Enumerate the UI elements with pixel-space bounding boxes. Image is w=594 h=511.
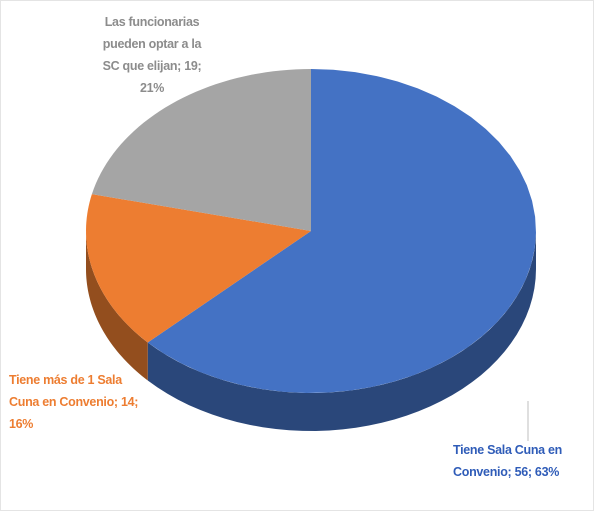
slice-side [147,231,536,431]
data-label: Tiene Sala Cuna en Convenio; 56; 63% [453,443,562,479]
data-label: Las funcionarias pueden optar a la SC qu… [102,15,202,95]
slice [147,69,536,393]
data-label: Tiene más de 1 Sala Cuna en Convenio; 14… [9,373,139,431]
slice [91,69,312,231]
slice [86,194,311,343]
slice-side [86,231,148,381]
